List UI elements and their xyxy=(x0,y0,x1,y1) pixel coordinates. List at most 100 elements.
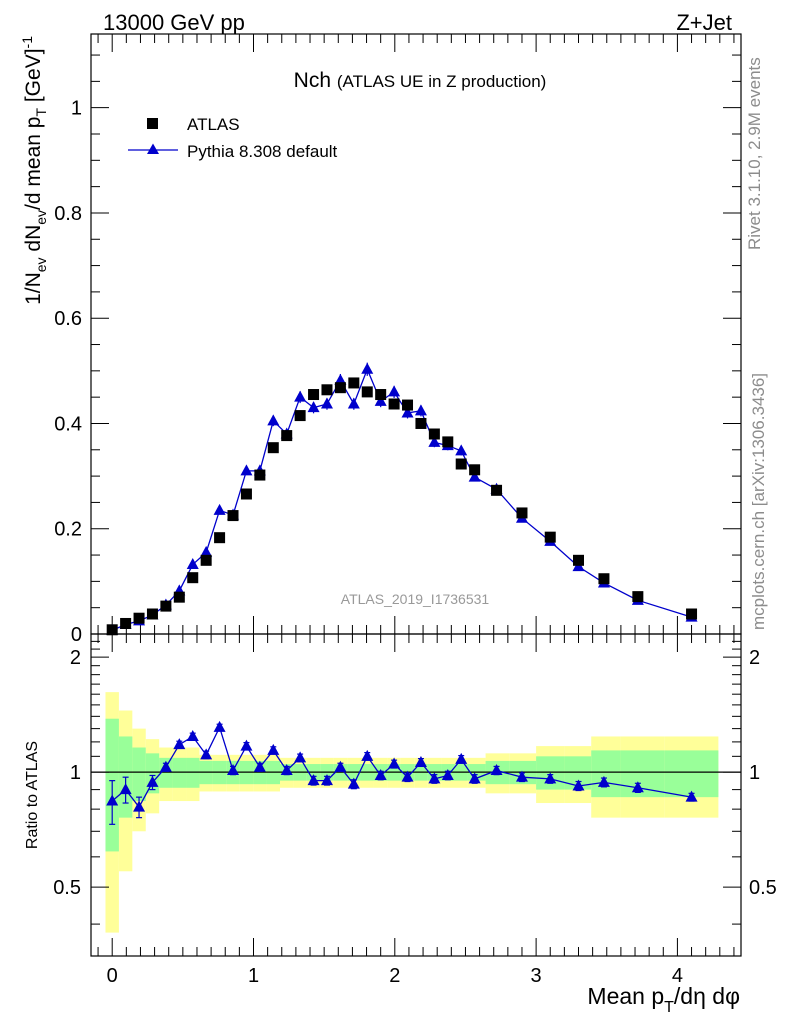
pythia-point xyxy=(267,414,280,426)
pythia-point xyxy=(428,435,441,447)
atlas-point xyxy=(308,389,320,401)
ratio-pythia-point xyxy=(414,755,427,767)
pythia-point xyxy=(294,390,307,402)
atlas-point xyxy=(106,624,118,636)
ratio-plot-frame xyxy=(90,633,742,957)
ratio-pythia-point xyxy=(544,772,557,784)
ylabel-part-0: 1/N xyxy=(22,272,45,305)
ratio-pythia-point xyxy=(267,743,280,755)
pythia-point xyxy=(334,373,347,385)
ratio-plot-marks xyxy=(91,720,741,825)
ratio-pythia-point xyxy=(186,729,199,741)
atlas-point xyxy=(227,510,239,522)
ratio-pythia-point xyxy=(146,775,159,787)
pythia-point xyxy=(361,362,374,374)
pythia-point xyxy=(401,406,414,418)
ratio-xtick-label: 4 xyxy=(672,965,683,987)
main-title-text: Nch xyxy=(294,69,331,92)
ratio-pythia-point xyxy=(280,763,293,775)
atlas-point xyxy=(632,591,644,603)
ratio-band-stat xyxy=(664,750,719,798)
atlas-point xyxy=(240,488,252,500)
pythia-point xyxy=(468,470,481,482)
pythia-point xyxy=(347,397,360,409)
atlas-point xyxy=(361,386,373,398)
atlas-point xyxy=(544,531,556,543)
ylabel-part-1: ev xyxy=(33,257,49,272)
ratio-plot: 0 1 2 3 4 0.5 0.5 1 1 2 2 Ratio to ATLAS Mean pT/d… xyxy=(24,633,777,1016)
atlas-point xyxy=(686,608,698,620)
ratio-pythia-point xyxy=(468,772,481,784)
main-plot: 0 0.2 0.4 0.6 0.8 1 Nch (ATLAS UE in Z produc… xyxy=(19,33,742,646)
ylabel-part-5: T xyxy=(33,108,49,117)
ylabel-part-3: ev xyxy=(33,210,49,225)
atlas-point xyxy=(415,417,427,429)
ratio-pythia-point xyxy=(334,760,347,772)
pythia-point xyxy=(307,401,320,413)
ratio-pythia-point xyxy=(455,752,468,764)
main-ytick-label: 0 xyxy=(71,624,82,646)
atlas-point xyxy=(388,398,400,410)
ratio-xtick-label: 1 xyxy=(248,965,259,987)
ratio-band-stat xyxy=(186,757,200,788)
ratio-pythia-point xyxy=(401,770,414,782)
atlas-point xyxy=(173,591,185,603)
ratio-band-stat xyxy=(159,757,173,788)
side-label-top: Rivet 3.1.10, 2.9M events xyxy=(745,57,764,250)
ratio-pythia-point xyxy=(631,781,644,793)
main-ytick-label: 1 xyxy=(71,98,82,120)
atlas-point xyxy=(160,600,172,612)
pythia-point xyxy=(213,503,226,515)
ratio-pythia-point xyxy=(490,763,503,775)
ratio-pythia-point xyxy=(374,768,387,780)
atlas-point xyxy=(469,464,481,476)
ratio-xtick-label: 2 xyxy=(389,965,400,987)
main-axis-ticks: 0 0.2 0.4 0.6 0.8 1 xyxy=(54,34,741,646)
pythia-point xyxy=(186,558,199,570)
pythia-point xyxy=(414,404,427,416)
ratio-pythia-point xyxy=(361,749,374,761)
ratio-pythia-point xyxy=(307,774,320,786)
ratio-pythia-point xyxy=(106,794,119,806)
atlas-point xyxy=(281,430,293,442)
ratio-ylabel: Ratio to ATLAS xyxy=(24,741,41,849)
xlabel-part-0: Mean p xyxy=(587,983,664,1009)
ratio-ytick-label: 1 xyxy=(70,762,81,784)
ratio-pythia-point xyxy=(253,760,266,772)
atlas-point xyxy=(442,436,454,448)
atlas-point xyxy=(428,428,440,440)
ratio-band-stat xyxy=(132,747,146,802)
main-ytick-label: 0.4 xyxy=(54,413,82,435)
xlabel-part-2: /dη dφ xyxy=(674,983,740,1009)
ratio-ytick-label-right: 2 xyxy=(749,647,760,669)
ratio-pythia-point xyxy=(515,770,528,782)
ratio-pythia-point xyxy=(572,779,585,791)
ratio-pythia-point xyxy=(685,790,698,802)
pythia-point xyxy=(200,545,213,557)
legend-pythia-marker xyxy=(147,143,159,154)
atlas-point xyxy=(491,484,503,496)
ratio-pythia-point xyxy=(213,720,226,732)
ratio-pythia-point xyxy=(294,751,307,763)
ratio-xtick-label: 3 xyxy=(531,965,542,987)
main-title: Nch (ATLAS UE in Z production) xyxy=(294,69,547,92)
ylabel-part-2: dN xyxy=(22,225,45,258)
atlas-point xyxy=(133,612,145,624)
ratio-ytick-label-right: 1 xyxy=(749,762,760,784)
ratio-pythia-point xyxy=(173,738,186,750)
ratio-uncertainty-bands xyxy=(105,692,719,933)
analysis-id-label: ATLAS_2019_I1736531 xyxy=(341,591,490,607)
atlas-point xyxy=(254,469,266,481)
main-ytick-label: 0.8 xyxy=(54,203,82,225)
atlas-point xyxy=(321,384,333,396)
legend-atlas-label: ATLAS xyxy=(187,115,240,134)
pythia-point xyxy=(455,444,468,456)
ratio-pythia-point xyxy=(227,763,240,775)
ratio-axis-ticks: 0 1 2 3 4 0.5 0.5 1 1 2 2 xyxy=(53,634,777,987)
ratio-pythia-point xyxy=(159,760,172,772)
ratio-ytick-label: 2 xyxy=(70,647,81,669)
atlas-point xyxy=(348,377,360,389)
atlas-point xyxy=(516,507,528,519)
ratio-pythia-point xyxy=(133,800,146,812)
side-label-bottom: mcplots.cern.ch [arXiv:1306.3436] xyxy=(749,373,768,630)
